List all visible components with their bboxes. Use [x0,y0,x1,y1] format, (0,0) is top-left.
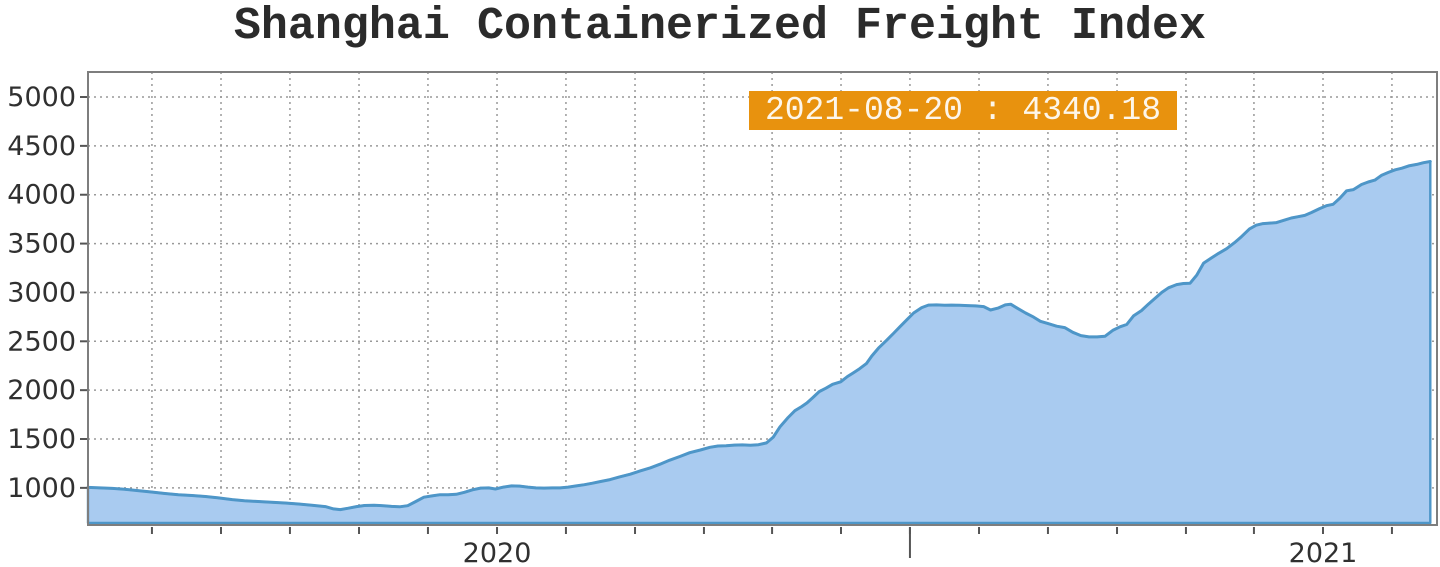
y-tick-label: 3500 [7,229,76,260]
y-tick-label: 3000 [7,277,76,308]
x-tick-label: 2020 [463,538,532,567]
annotation-box: 2021-08-20 : 4340.18 [749,91,1177,130]
y-tick-label: 2000 [7,375,76,406]
y-tick-label: 1500 [7,424,76,455]
chart-title: Shanghai Containerized Freight Index [233,1,1207,52]
annotation-text: 2021-08-20 : 4340.18 [764,92,1162,129]
y-tick-label: 2500 [7,326,76,357]
y-tick-label: 4000 [7,180,76,211]
series-line [86,160,1432,512]
plot-border [87,71,1438,526]
y-tick-label: 4500 [7,131,76,162]
y-tick-label: 1000 [7,473,76,504]
y-tick-label: 5000 [7,82,76,113]
x-tick-label: 2021 [1289,538,1358,567]
